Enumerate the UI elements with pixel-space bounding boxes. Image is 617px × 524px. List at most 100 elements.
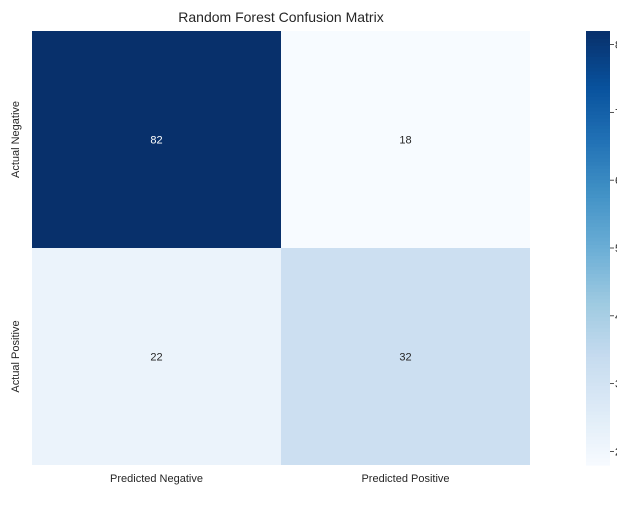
colorbar-segment <box>586 374 610 379</box>
colorbar-segment <box>586 219 610 224</box>
colorbar-segment <box>586 45 610 50</box>
colorbar-segment <box>586 81 610 86</box>
colorbar-segment <box>586 103 610 108</box>
chart-title: Random Forest Confusion Matrix <box>178 9 383 25</box>
colorbar-segment <box>586 211 610 217</box>
colorbar-segment <box>586 240 610 245</box>
colorbar-segment <box>586 41 610 47</box>
colorbar-segment <box>586 327 610 332</box>
colorbar-segment <box>586 67 610 72</box>
heatmap-cell <box>281 31 530 248</box>
colorbar-segment <box>586 305 610 311</box>
colorbar-segment <box>586 276 610 282</box>
colorbar-segment <box>586 367 610 372</box>
colorbar-segment <box>586 446 610 452</box>
colorbar-segment <box>586 74 610 79</box>
colorbar-segment <box>586 179 610 184</box>
cell-value-label: 82 <box>150 135 162 147</box>
colorbar-segment <box>586 313 610 318</box>
colorbar-segment <box>586 70 610 75</box>
colorbar-segment <box>586 190 610 195</box>
colorbar-segment <box>586 428 610 434</box>
colorbar-segment <box>586 99 610 104</box>
colorbar-segment <box>586 49 610 54</box>
colorbar-segment <box>586 106 610 112</box>
colorbar-segment <box>586 291 610 296</box>
y-axis-tick-labels: Actual Negative Actual Positive <box>10 101 22 393</box>
colorbar-tick-label: 60 <box>615 175 617 187</box>
colorbar-segment <box>586 96 610 101</box>
colorbar-segment <box>586 186 610 191</box>
colorbar-segment <box>586 349 610 354</box>
colorbar-segment <box>586 222 610 227</box>
colorbar-segment <box>586 34 610 39</box>
heatmap-cell <box>281 248 530 465</box>
colorbar-tick-label: 30 <box>615 379 617 391</box>
colorbar-segment <box>586 331 610 336</box>
colorbar-segment <box>586 302 610 307</box>
colorbar-segment <box>586 443 610 448</box>
colorbar-segment <box>586 168 610 173</box>
heatmap-cell <box>32 31 281 248</box>
colorbar-segment <box>586 421 610 426</box>
x-axis-tick-labels: Predicted Negative Predicted Positive <box>110 473 450 485</box>
colorbar-segment <box>586 143 610 148</box>
colorbar-segment <box>586 417 610 423</box>
colorbar-tick-label: 70 <box>615 107 617 119</box>
colorbar-segment <box>586 392 610 397</box>
colorbar-segment <box>586 414 610 419</box>
colorbar-segment <box>586 78 610 83</box>
colorbar-segment <box>586 128 610 133</box>
colorbar-segment <box>586 193 610 198</box>
colorbar-segment <box>586 262 610 267</box>
colorbar-segment <box>586 457 610 462</box>
colorbar: 20 30 40 50 60 70 80 <box>586 31 617 466</box>
colorbar-segment <box>586 161 610 166</box>
colorbar-tick-label: 50 <box>615 243 617 255</box>
colorbar-segment <box>586 342 610 347</box>
x-tick-label: Predicted Negative <box>110 473 203 485</box>
colorbar-segment <box>586 204 610 209</box>
colorbar-segment <box>586 110 610 115</box>
colorbar-segment <box>586 85 610 90</box>
colorbar-segment <box>586 284 610 289</box>
colorbar-segment <box>586 273 610 278</box>
colorbar-segment <box>586 175 610 180</box>
colorbar-segment <box>586 352 610 358</box>
colorbar-segment <box>586 31 610 36</box>
heatmap-annotations: 82 18 22 32 <box>150 135 411 364</box>
colorbar-segment <box>586 117 610 123</box>
cell-value-label: 18 <box>399 135 411 147</box>
colorbar-segment <box>586 396 610 401</box>
colorbar-segment <box>586 255 610 260</box>
colorbar-segment <box>586 150 610 155</box>
colorbar-segment <box>586 381 610 387</box>
colorbar-segment <box>586 320 610 325</box>
colorbar-segment <box>586 226 610 231</box>
colorbar-segment <box>586 52 610 57</box>
colorbar-segment <box>586 287 610 292</box>
colorbar-segment <box>586 295 610 300</box>
colorbar-segment <box>586 200 610 206</box>
colorbar-tick-label: 40 <box>615 311 617 323</box>
colorbar-segment <box>586 425 610 430</box>
colorbar-segment <box>586 153 610 159</box>
colorbar-segment <box>586 229 610 235</box>
colorbar-segment <box>586 56 610 61</box>
colorbar-segment <box>586 269 610 274</box>
colorbar-segment <box>586 121 610 126</box>
colorbar-segment <box>586 266 610 271</box>
colorbar-segment <box>586 360 610 365</box>
heatmap-cell <box>32 248 281 465</box>
colorbar-segment <box>586 244 610 249</box>
colorbar-segment <box>586 88 610 94</box>
colorbar-segment <box>586 385 610 390</box>
colorbar-segment <box>586 172 610 177</box>
colorbar-segment <box>586 436 610 441</box>
colorbar-segment <box>586 363 610 368</box>
colorbar-segment <box>586 461 610 466</box>
colorbar-segment <box>586 251 610 256</box>
colorbar-tick-label: 20 <box>615 446 617 458</box>
colorbar-segment <box>586 389 610 394</box>
